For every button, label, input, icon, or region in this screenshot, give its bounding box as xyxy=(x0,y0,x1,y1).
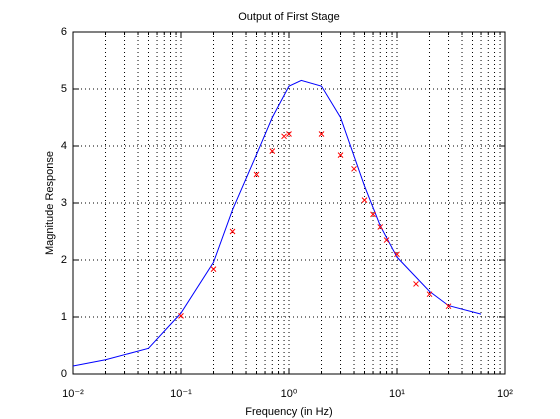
y-tick-label: 2 xyxy=(61,254,67,266)
scatter-point xyxy=(337,152,344,158)
x-tick-label: 10⁻¹ xyxy=(170,388,192,400)
scatter-point xyxy=(377,224,384,230)
scatter-point xyxy=(318,131,325,137)
y-tick-label: 4 xyxy=(61,140,67,152)
scatter-point xyxy=(269,148,276,154)
y-axis-label: Magnitude Response xyxy=(44,151,56,255)
scatter-point xyxy=(281,133,287,140)
scatter-point xyxy=(351,165,357,172)
x-tick-label: 10⁻² xyxy=(62,388,84,400)
scatter-point xyxy=(361,197,368,204)
y-tick-label: 6 xyxy=(61,26,67,38)
plot-frame xyxy=(72,31,506,375)
scatter-point xyxy=(445,303,452,310)
scatter-point xyxy=(383,237,390,243)
scatter-point xyxy=(253,171,260,178)
scatter-point xyxy=(178,313,184,319)
scatter-point xyxy=(413,281,419,287)
scatter-point xyxy=(229,228,236,235)
x-tick-label: 10¹ xyxy=(389,388,405,400)
line-series xyxy=(72,79,482,367)
y-tick-label: 3 xyxy=(61,197,67,209)
scatter-point xyxy=(286,131,292,137)
y-tick-label: 0 xyxy=(61,368,67,380)
x-tick-label: 10⁰ xyxy=(281,388,298,400)
scatter-point xyxy=(210,266,217,272)
x-tick-label: 10² xyxy=(497,388,513,400)
chart-title: Output of First Stage xyxy=(238,11,340,23)
y-tick-label: 1 xyxy=(61,311,67,323)
scatter-point xyxy=(370,211,376,218)
x-axis-label: Frequency (in Hz) xyxy=(245,406,332,418)
y-tick-label: 5 xyxy=(61,83,67,95)
scatter-point xyxy=(426,291,433,298)
scatter-point xyxy=(394,251,400,258)
